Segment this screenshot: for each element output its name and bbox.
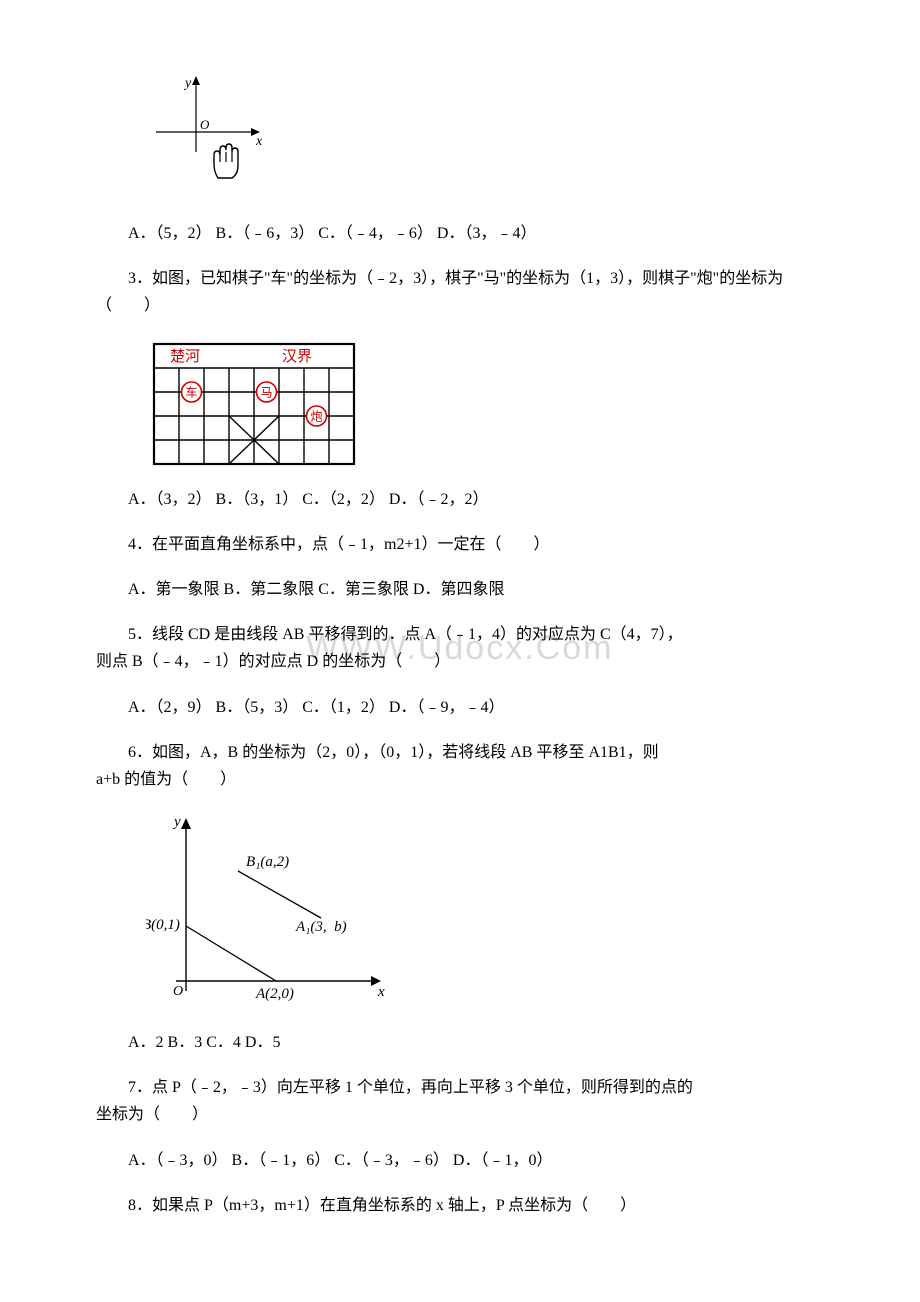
q7-options: A．（﹣3，0） B．（﹣1，6） C．（﹣3，﹣6） D．（﹣1，0） — [96, 1147, 824, 1174]
q5-stem-line1: 5．线段 CD 是由线段 AB 平移得到的．点 A（﹣1，4）的对应点为 C（4… — [96, 621, 824, 648]
svg-text:A₁(3, b): A₁(3, b) — [295, 919, 347, 935]
q7-stem-line1: 7．点 P（﹣2，﹣3）向左平移 1 个单位，再向上平移 3 个单位，则所得到的… — [96, 1074, 824, 1101]
svg-text:A(2,0): A(2,0) — [255, 986, 294, 1002]
q3-stem: 3．如图，已知棋子"车"的坐标为（﹣2，3），棋子"马"的坐标为（1，3），则棋… — [96, 265, 824, 319]
q5-options: A．（2，9） B．（5，3） C．（1，2） D．（﹣9，﹣4） — [96, 694, 824, 721]
axes-hand-svg: y x O — [146, 72, 276, 202]
q5-stem-line2: 则点 B（﹣4，﹣1）的对应点 D 的坐标为（ ） — [96, 648, 824, 675]
q6-stem-line1: 6．如图，A，B 的坐标为（2，0），（0，1），若将线段 AB 平移至 A1B… — [96, 739, 824, 766]
q7-stem-line2: 坐标为（ ） — [96, 1101, 824, 1128]
figure-chessboard: 楚河 汉界 车 马 炮 — [146, 338, 824, 468]
q2-options: A．（5，2） B．（﹣6，3） C．（﹣4，﹣6） D．（3，﹣4） — [96, 220, 824, 247]
svg-text:楚河: 楚河 — [170, 348, 200, 365]
figure-translate: y x O A(2,0) B(0,1) B₁(a,2) A₁(3, b) — [146, 811, 824, 1011]
svg-text:x: x — [255, 134, 263, 149]
svg-text:炮: 炮 — [310, 409, 322, 423]
q6-options: A．2 B．3 C．4 D．5 — [96, 1029, 824, 1056]
q4-options: A．第一象限 B．第二象限 C．第三象限 D．第四象限 — [96, 576, 824, 603]
svg-text:汉界: 汉界 — [282, 348, 312, 365]
svg-text:O: O — [173, 984, 183, 999]
svg-text:车: 车 — [185, 384, 197, 399]
figure-axes-hand: y x O — [146, 72, 824, 202]
svg-text:y: y — [183, 76, 192, 91]
q8-stem: 8．如果点 P（m+3，m+1）在直角坐标系的 x 轴上，P 点坐标为（ ） — [96, 1192, 824, 1219]
svg-text:y: y — [172, 814, 181, 830]
translate-svg: y x O A(2,0) B(0,1) B₁(a,2) A₁(3, b) — [146, 811, 396, 1011]
svg-text:马: 马 — [260, 385, 272, 399]
svg-text:O: O — [200, 117, 210, 132]
q3-options: A．（3，2） B．（3，1） C．（2，2） D．（﹣2，2） — [96, 486, 824, 513]
svg-text:B₁(a,2): B₁(a,2) — [246, 854, 289, 870]
q4-stem: 4．在平面直角坐标系中，点（﹣1，m2+1）一定在（ ） — [96, 531, 824, 558]
svg-text:B(0,1): B(0,1) — [146, 917, 180, 933]
svg-text:x: x — [377, 984, 385, 1000]
chessboard-svg: 楚河 汉界 车 马 炮 — [146, 338, 366, 468]
q6-stem-line2: a+b 的值为（ ） — [96, 766, 824, 793]
